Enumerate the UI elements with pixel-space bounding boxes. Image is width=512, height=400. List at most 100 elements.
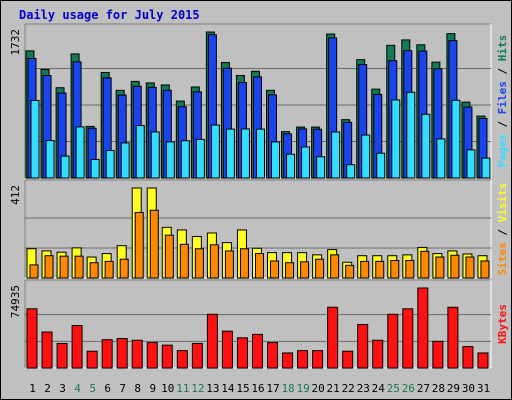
- legend-entry: Hits: [496, 35, 509, 62]
- day-label-29: 29: [447, 382, 460, 395]
- bar-sites-day-31: [480, 260, 490, 279]
- bar-sites-day-23: [360, 260, 370, 279]
- bar-pages-day-24: [376, 152, 386, 179]
- day-label-10: 10: [161, 382, 174, 395]
- bar-sites-day-12: [194, 248, 204, 279]
- legend-entry: /: [496, 114, 509, 134]
- day-label-31: 31: [477, 382, 490, 395]
- day-label-18: 18: [281, 382, 294, 395]
- bar-pages-day-18: [286, 153, 296, 179]
- bar-sites-day-16: [254, 253, 264, 279]
- bar-pages-day-4: [75, 126, 85, 179]
- bar-sites-day-17: [270, 260, 280, 279]
- bar-kbytes-day-7: [116, 338, 128, 369]
- bar-pages-day-11: [180, 140, 190, 179]
- bar-sites-day-4: [74, 255, 84, 279]
- bar-pages-day-15: [240, 128, 250, 179]
- day-label-20: 20: [312, 382, 325, 395]
- day-label-30: 30: [462, 382, 475, 395]
- day-label-8: 8: [134, 382, 141, 395]
- bar-sites-day-2: [44, 255, 54, 279]
- bar-pages-day-17: [271, 141, 281, 179]
- bar-pages-day-22: [346, 164, 356, 179]
- legend-entry: Pages: [496, 134, 509, 167]
- bar-kbytes-day-22: [342, 350, 354, 369]
- bar-pages-day-10: [165, 141, 175, 179]
- day-label-5: 5: [89, 382, 96, 395]
- day-label-24: 24: [372, 382, 386, 395]
- bar-sites-day-29: [450, 254, 460, 279]
- bar-kbytes-day-31: [477, 352, 489, 369]
- bar-pages-day-1: [30, 99, 40, 179]
- bar-pages-day-3: [60, 155, 70, 179]
- bar-pages-day-19: [301, 146, 311, 179]
- bar-pages-day-7: [120, 142, 130, 179]
- bar-kbytes-day-14: [221, 330, 233, 369]
- bar-pages-day-28: [436, 138, 446, 179]
- day-label-19: 19: [296, 382, 309, 395]
- day-label-9: 9: [149, 382, 156, 395]
- bar-kbytes-day-26: [402, 308, 414, 369]
- bar-kbytes-day-8: [131, 339, 143, 369]
- bar-sites-day-8: [134, 211, 144, 279]
- bar-sites-day-3: [59, 255, 69, 279]
- bar-kbytes-day-27: [417, 287, 429, 369]
- legend-entry: /: [496, 61, 509, 81]
- bar-sites-day-14: [224, 250, 234, 279]
- day-label-28: 28: [432, 382, 445, 395]
- bar-sites-day-24: [375, 260, 385, 279]
- bar-sites-day-18: [285, 262, 295, 279]
- legend-visits-sites: Sites / Visits: [496, 183, 509, 276]
- day-label-17: 17: [266, 382, 279, 395]
- bar-pages-day-2: [45, 140, 55, 179]
- max-label-hits-files-pages: 1732: [9, 29, 22, 56]
- legend-hits-files-pages: Pages / Files / Hits: [496, 35, 509, 168]
- bar-sites-day-26: [405, 260, 415, 279]
- day-label-15: 15: [236, 382, 249, 395]
- bar-kbytes-day-16: [251, 333, 263, 369]
- bar-sites-day-13: [209, 244, 219, 279]
- bar-sites-day-19: [300, 261, 310, 279]
- bar-pages-day-30: [466, 149, 476, 179]
- bar-kbytes-day-10: [161, 344, 173, 369]
- day-label-7: 7: [119, 382, 126, 395]
- max-label-visits-sites: 412: [9, 185, 22, 205]
- bar-sites-day-21: [330, 254, 340, 279]
- bar-kbytes-day-1: [26, 308, 38, 369]
- bar-pages-day-13: [210, 124, 220, 179]
- day-label-26: 26: [402, 382, 415, 395]
- bar-kbytes-day-19: [297, 350, 309, 369]
- bar-pages-day-20: [316, 156, 326, 179]
- bar-kbytes-day-28: [432, 340, 444, 369]
- bar-pages-day-23: [361, 134, 371, 179]
- bar-sites-day-22: [345, 264, 355, 279]
- bar-kbytes-day-21: [327, 306, 339, 369]
- day-label-23: 23: [357, 382, 370, 395]
- legend-entry: Visits: [496, 183, 509, 223]
- bar-kbytes-day-29: [447, 306, 459, 369]
- bar-kbytes-day-18: [282, 352, 294, 369]
- bar-pages-day-8: [135, 125, 145, 179]
- bar-kbytes-day-30: [462, 346, 474, 369]
- bar-sites-day-1: [29, 264, 39, 279]
- bar-sites-day-30: [465, 256, 475, 279]
- bar-sites-day-25: [390, 260, 400, 279]
- bar-kbytes-day-6: [101, 339, 113, 369]
- legend-kbytes: KBytes: [496, 304, 509, 344]
- legend-entry: Sites: [496, 242, 509, 275]
- day-label-21: 21: [327, 382, 340, 395]
- bar-kbytes-day-4: [71, 325, 83, 369]
- bar-pages-day-25: [391, 99, 401, 179]
- legend-entry: /: [496, 222, 509, 242]
- bar-pages-day-14: [225, 128, 235, 179]
- bar-sites-day-15: [239, 248, 249, 279]
- bar-pages-day-29: [451, 99, 461, 179]
- day-label-1: 1: [29, 382, 36, 395]
- day-label-11: 11: [176, 382, 189, 395]
- legend-entry: KBytes: [496, 304, 509, 344]
- bar-pages-day-16: [255, 128, 265, 179]
- bar-sites-day-11: [179, 243, 189, 279]
- bar-kbytes-day-17: [267, 342, 279, 369]
- bar-kbytes-day-2: [41, 331, 53, 369]
